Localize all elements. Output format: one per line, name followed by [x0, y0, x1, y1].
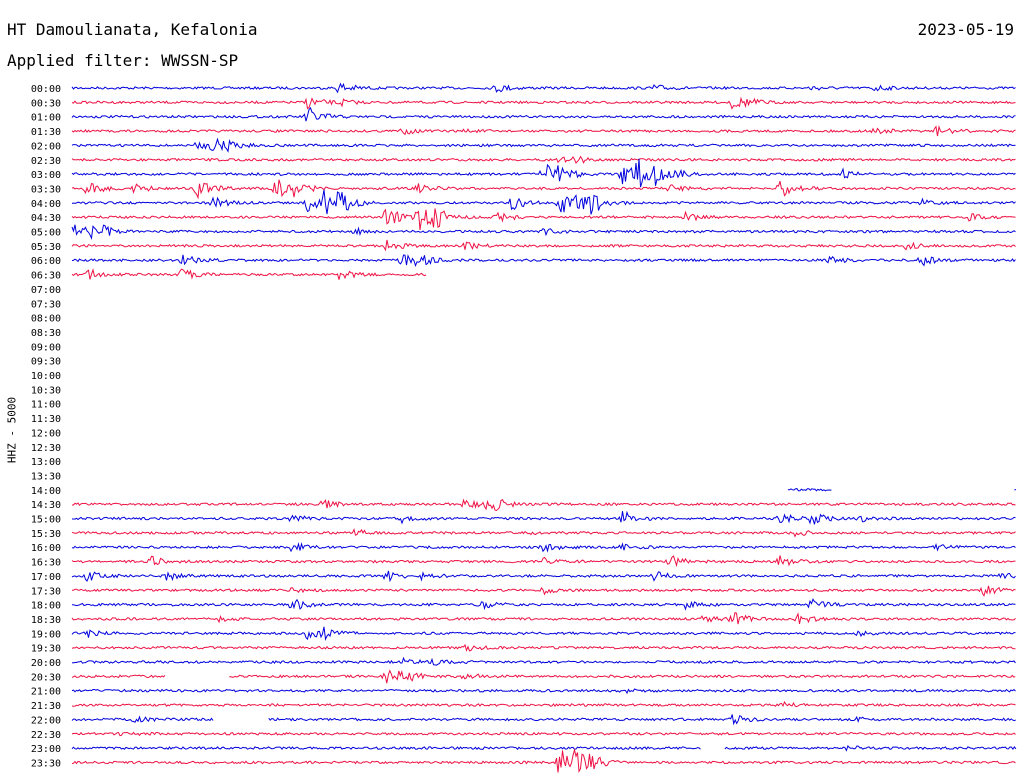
trace-0200-seg0	[71, 137, 1016, 153]
trace-1530-seg0	[71, 528, 1016, 538]
trace-0600-seg0	[71, 254, 1016, 267]
row-time-label: 23:30	[31, 758, 61, 769]
row-time-label: 00:00	[31, 84, 61, 95]
row-time-label: 18:00	[31, 601, 61, 612]
trace-2130-seg0	[71, 700, 1016, 708]
row-time-label: 17:00	[31, 572, 61, 583]
row-time-label: 21:00	[31, 687, 61, 698]
row-time-label: 05:00	[31, 228, 61, 239]
trace-2200-seg0	[71, 715, 214, 723]
row-time-label: 02:00	[31, 141, 61, 152]
row-time-label: 22:30	[31, 730, 61, 741]
trace-1900-seg0	[71, 626, 1016, 641]
row-time-label: 07:30	[31, 299, 61, 310]
trace-0400-seg0	[71, 189, 1016, 215]
row-time-label: 08:30	[31, 328, 61, 339]
row-time-label: 14:00	[31, 486, 61, 497]
trace-2200-seg1	[268, 714, 1016, 726]
row-time-label: 06:00	[31, 256, 61, 267]
trace-1630-seg0	[71, 555, 1016, 568]
trace-1800-seg0	[71, 598, 1016, 611]
trace-0500-seg0	[71, 224, 1016, 241]
row-time-label: 00:30	[31, 98, 61, 109]
trace-0300-seg0	[71, 158, 1016, 188]
row-time-label: 07:00	[31, 285, 61, 296]
trace-2330-seg0	[71, 748, 1016, 773]
trace-2300-seg1	[724, 745, 1017, 752]
row-time-label: 11:00	[31, 400, 61, 411]
row-time-label: 10:30	[31, 385, 61, 396]
trace-1700-seg0	[71, 570, 1016, 583]
row-time-label: 19:30	[31, 644, 61, 655]
trace-0630-seg0	[71, 268, 427, 280]
row-time-label: 01:30	[31, 127, 61, 138]
row-time-label: 19:00	[31, 629, 61, 640]
trace-1730-seg0	[72, 585, 1016, 597]
row-time-label: 11:30	[31, 414, 61, 425]
trace-0430-seg0	[71, 208, 1016, 230]
row-time-label: 04:30	[31, 213, 61, 224]
trace-2100-seg0	[71, 688, 1016, 695]
date-label: 2023-05-19	[917, 20, 1014, 39]
trace-2000-seg0	[71, 656, 1016, 666]
row-time-label: 15:00	[31, 515, 61, 526]
trace-0030-seg0	[71, 96, 1016, 110]
row-time-label: 13:30	[31, 471, 61, 482]
trace-0530-seg0	[71, 239, 1016, 252]
row-time-label: 12:30	[31, 443, 61, 454]
row-time-label: 18:30	[31, 615, 61, 626]
row-time-label: 06:30	[31, 271, 61, 282]
row-time-label: 10:00	[31, 371, 61, 382]
row-time-label: 20:30	[31, 672, 61, 683]
trace-1400-seg0	[787, 488, 832, 492]
trace-2230-seg0	[71, 731, 1016, 737]
trace-2030-seg1	[229, 669, 1016, 684]
trace-0100-seg0	[71, 106, 1016, 122]
row-time-label: 09:00	[31, 342, 61, 353]
row-time-label: 14:30	[31, 500, 61, 511]
row-time-label: 03:00	[31, 170, 61, 181]
trace-2030-seg0	[71, 674, 166, 679]
row-time-label: 01:00	[31, 113, 61, 124]
station-title: HT Damoulianata, Kefalonia	[7, 20, 258, 39]
row-time-label: 09:30	[31, 357, 61, 368]
trace-1430-seg0	[72, 498, 1016, 512]
row-time-label: 16:00	[31, 543, 61, 554]
trace-0130-seg0	[71, 124, 1016, 137]
trace-0330-seg0	[71, 179, 1016, 200]
filter-label: Applied filter: WWSSN-SP	[7, 51, 239, 70]
trace-1400-seg1	[1014, 489, 1017, 491]
row-time-label: 04:00	[31, 199, 61, 210]
row-time-label: 16:30	[31, 558, 61, 569]
trace-1930-seg0	[71, 643, 1016, 652]
row-time-label: 12:00	[31, 428, 61, 439]
trace-2300-seg0	[71, 746, 701, 751]
row-time-label: 17:30	[31, 586, 61, 597]
row-time-label: 20:00	[31, 658, 61, 669]
trace-1500-seg0	[72, 510, 1016, 525]
trace-1600-seg0	[71, 542, 1016, 553]
row-time-label: 21:30	[31, 701, 61, 712]
trace-0000-seg0	[71, 82, 1016, 94]
row-time-label: 08:00	[31, 314, 61, 325]
row-time-label: 22:00	[31, 715, 61, 726]
row-time-label: 13:00	[31, 457, 61, 468]
trace-1830-seg0	[71, 611, 1016, 625]
row-time-label: 23:00	[31, 744, 61, 755]
row-time-label: 02:30	[31, 156, 61, 167]
row-time-label: 15:30	[31, 529, 61, 540]
trace-0230-seg0	[71, 155, 1016, 164]
row-time-label: 03:30	[31, 184, 61, 195]
row-time-label: 05:30	[31, 242, 61, 253]
